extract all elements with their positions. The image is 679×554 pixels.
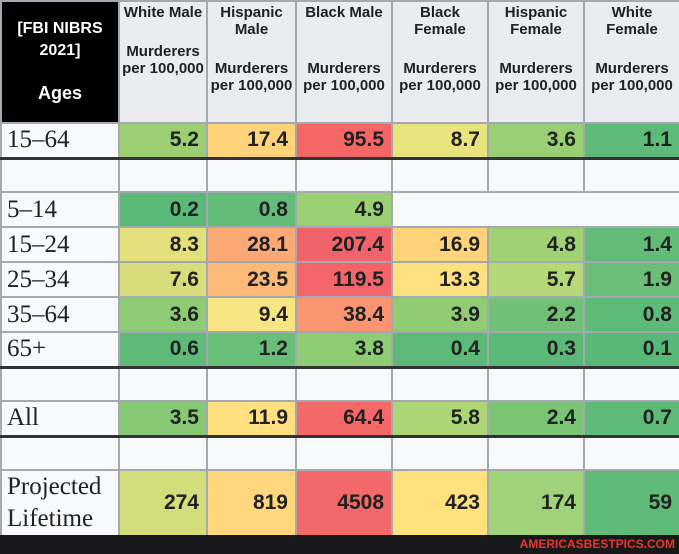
cell: 819 bbox=[206, 469, 297, 537]
spacer-row bbox=[0, 366, 679, 402]
cell: 59 bbox=[583, 469, 679, 537]
cell: 23.5 bbox=[206, 261, 297, 298]
cell: 11.9 bbox=[206, 400, 297, 438]
column-header-black-male: Black Male Murderers per 100,000 bbox=[295, 0, 393, 124]
cell: 5.2 bbox=[118, 122, 208, 160]
row-label: 65+ bbox=[0, 331, 120, 369]
cell: 2.2 bbox=[487, 296, 585, 333]
cell: 2.4 bbox=[487, 400, 585, 438]
cell: 0.6 bbox=[118, 331, 208, 369]
column-header-hispanic-male: Hispanic Male Murderers per 100,000 bbox=[206, 0, 297, 124]
cell: 119.5 bbox=[295, 261, 393, 298]
cell: 17.4 bbox=[206, 122, 297, 160]
cell: 4.8 bbox=[487, 226, 585, 263]
cell: 3.5 bbox=[118, 400, 208, 438]
cell: 7.6 bbox=[118, 261, 208, 298]
row-label: All bbox=[0, 400, 120, 438]
corner-header: [FBI NIBRS 2021] Ages bbox=[0, 0, 120, 124]
table-row: All 3.5 11.9 64.4 5.8 2.4 0.7 bbox=[0, 400, 679, 438]
row-label: 5–14 bbox=[0, 191, 120, 228]
cell: 0.8 bbox=[206, 191, 297, 228]
cell: 1.9 bbox=[583, 261, 679, 298]
cell: 0.3 bbox=[487, 331, 585, 369]
row-label: 25–34 bbox=[0, 261, 120, 298]
cell: 1.2 bbox=[206, 331, 297, 369]
cell: 8.7 bbox=[391, 122, 489, 160]
cell: 3.9 bbox=[391, 296, 489, 333]
cell: 207.4 bbox=[295, 226, 393, 263]
cell: 0.2 bbox=[118, 191, 208, 228]
cell: 4508 bbox=[295, 469, 393, 537]
cell: 28.1 bbox=[206, 226, 297, 263]
cell: 0.8 bbox=[583, 296, 679, 333]
table-row: 15–64 5.2 17.4 95.5 8.7 3.6 1.1 bbox=[0, 122, 679, 160]
table-row: 25–34 7.6 23.5 119.5 13.3 5.7 1.9 bbox=[0, 261, 679, 298]
table-row: Projected Lifetime 274 819 4508 423 174 … bbox=[0, 469, 679, 537]
column-header-hispanic-female: Hispanic Female Murderers per 100,000 bbox=[487, 0, 585, 124]
cell: 4.9 bbox=[295, 191, 393, 228]
row-label: 15–64 bbox=[0, 122, 120, 160]
cell: 423 bbox=[391, 469, 489, 537]
cell: 0.7 bbox=[583, 400, 679, 438]
table-row: 65+ 0.6 1.2 3.8 0.4 0.3 0.1 bbox=[0, 331, 679, 369]
table-title: [FBI NIBRS 2021] bbox=[17, 20, 103, 59]
column-header-white-female: White Female Murderers per 100,000 bbox=[583, 0, 679, 124]
cell: 1.1 bbox=[583, 122, 679, 160]
cell: 3.8 bbox=[295, 331, 393, 369]
cell: 8.3 bbox=[118, 226, 208, 263]
table-row: 35–64 3.6 9.4 38.4 3.9 2.2 0.8 bbox=[0, 296, 679, 333]
cell: 5.7 bbox=[487, 261, 585, 298]
cell: 0.4 bbox=[391, 331, 489, 369]
watermark-text: AMERICASBESTPICS.COM bbox=[519, 537, 675, 551]
column-header-white-male: White Male Murderers per 100,000 bbox=[118, 0, 208, 124]
spacer-row bbox=[0, 157, 679, 193]
cell: 174 bbox=[487, 469, 585, 537]
cell: 1.4 bbox=[583, 226, 679, 263]
cell: 274 bbox=[118, 469, 208, 537]
column-header-black-female: Black Female Murderers per 100,000 bbox=[391, 0, 489, 124]
row-label: 35–64 bbox=[0, 296, 120, 333]
table-row: 15–24 8.3 28.1 207.4 16.9 4.8 1.4 bbox=[0, 226, 679, 263]
cell: 0.1 bbox=[583, 331, 679, 369]
table-row: 5–14 0.2 0.8 4.9 bbox=[0, 191, 679, 228]
cell: 38.4 bbox=[295, 296, 393, 333]
row-label: Projected Lifetime bbox=[0, 469, 120, 537]
murder-rate-table: [FBI NIBRS 2021] Ages White Male Murdere… bbox=[0, 0, 679, 537]
spacer-row bbox=[0, 435, 679, 471]
cell: 13.3 bbox=[391, 261, 489, 298]
cell: 95.5 bbox=[295, 122, 393, 160]
cell: 16.9 bbox=[391, 226, 489, 263]
watermark-bar: AMERICASBESTPICS.COM bbox=[0, 535, 679, 554]
cell: 3.6 bbox=[487, 122, 585, 160]
cell: 9.4 bbox=[206, 296, 297, 333]
ages-label: Ages bbox=[37, 83, 82, 103]
empty-cell bbox=[392, 192, 679, 227]
row-label: 15–24 bbox=[0, 226, 120, 263]
cell: 5.8 bbox=[391, 400, 489, 438]
cell: 3.6 bbox=[118, 296, 208, 333]
cell: 64.4 bbox=[295, 400, 393, 438]
